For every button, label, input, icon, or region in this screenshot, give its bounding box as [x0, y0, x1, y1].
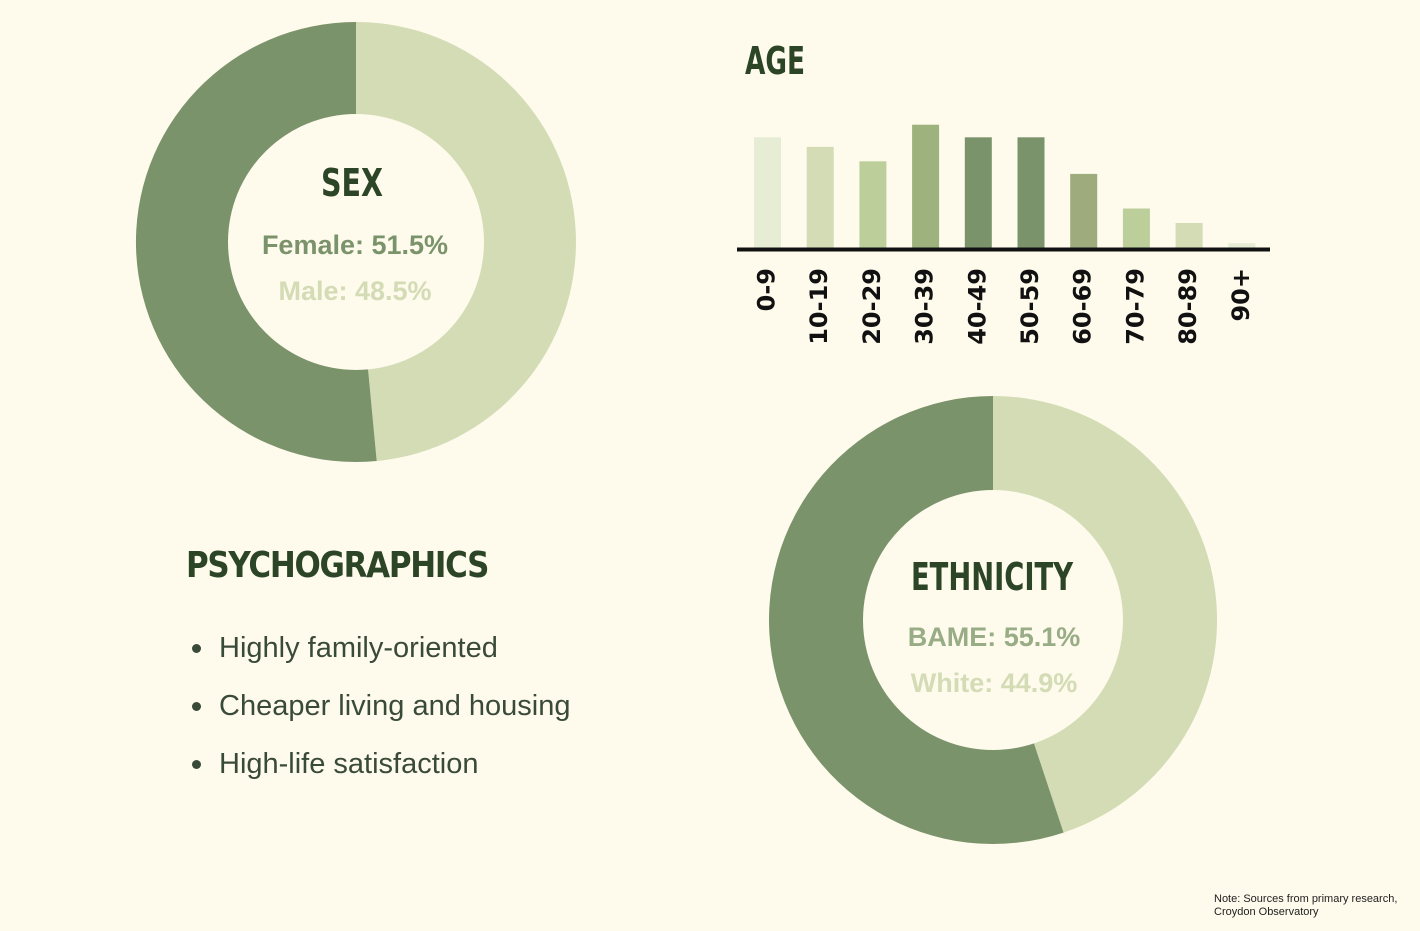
list-item: Cheaper living and housing — [190, 686, 570, 744]
ethnicity-title: ETHNICITY — [911, 555, 1073, 599]
age-bar-70-79 — [1122, 208, 1150, 248]
sex-male-label: Male: 48.5% — [278, 276, 431, 306]
age-tick-label: 80-89 — [1174, 268, 1202, 345]
ethnicity-hole — [863, 490, 1123, 750]
age-tick-label: 0-9 — [753, 268, 781, 311]
ethnicity-white-label: White: 44.9% — [911, 668, 1078, 698]
age-bar-20-29 — [859, 161, 887, 248]
list-item: Highly family-oriented — [190, 628, 570, 686]
age-tick-label: 20-29 — [858, 268, 886, 345]
age-bar-0-9 — [754, 137, 781, 248]
list-item-text: Cheaper living and housing — [219, 690, 571, 722]
sex-title: SEX — [321, 161, 383, 205]
age-tick-label: 90+ — [1227, 268, 1255, 322]
age-bar-10-19 — [806, 146, 834, 248]
age-tick-label: 10-19 — [805, 268, 833, 345]
source-note: Note: Sources from primary research, Cro… — [1214, 893, 1398, 918]
age-bar-chart: 0-9 10-19 20-29 30-39 40-49 50-59 60-69 70-79 80… — [737, 124, 1270, 345]
age-bar-60-69 — [1070, 173, 1098, 248]
ethnicity-donut-chart — [769, 396, 1218, 844]
sex-female-label: Female: 51.5% — [262, 230, 448, 260]
age-title: AGE — [745, 39, 805, 83]
age-bar-30-39 — [912, 124, 940, 248]
age-tick-label: 50-59 — [1016, 268, 1044, 345]
sex-donut-chart — [135, 21, 576, 463]
age-tick-label: 60-69 — [1069, 268, 1097, 345]
psychographics-list: Highly family-oriented Cheaper living an… — [190, 628, 570, 802]
age-bar-40-49 — [964, 137, 992, 248]
bullet-icon — [192, 702, 201, 711]
age-bar-80-89 — [1175, 223, 1203, 248]
age-bar-50-59 — [1017, 137, 1045, 248]
list-item: High-life satisfaction — [190, 744, 570, 802]
age-tick-label: 40-49 — [963, 268, 991, 345]
list-item-text: High-life satisfaction — [219, 748, 479, 780]
list-item-text: Highly family-oriented — [219, 632, 498, 664]
age-tick-label: 70-79 — [1121, 268, 1149, 345]
sex-hole — [228, 114, 484, 370]
psychographics-title: PSYCHOGRAPHICS — [186, 545, 489, 586]
bullet-icon — [192, 644, 201, 653]
age-tick-label: 30-39 — [911, 268, 939, 345]
ethnicity-bame-label: BAME: 55.1% — [908, 622, 1081, 652]
bullet-icon — [192, 760, 201, 769]
age-bar-90+ — [1228, 243, 1256, 248]
